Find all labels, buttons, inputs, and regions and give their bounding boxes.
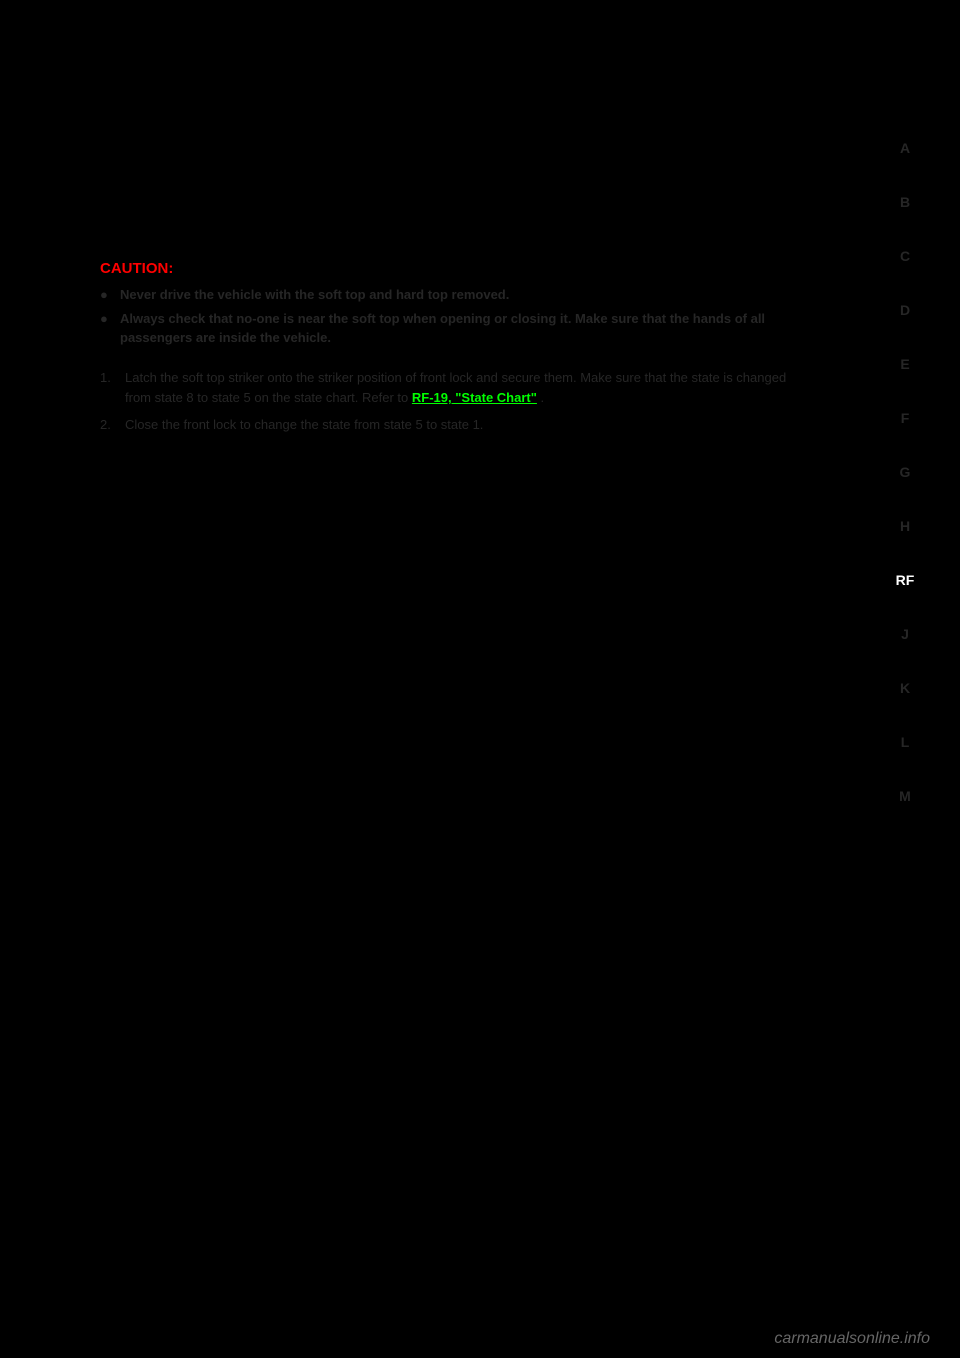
caution-text: ● Never drive the vehicle with the soft … [100, 285, 800, 348]
sidebar-item-e[interactable]: E [890, 356, 920, 372]
sidebar-item-f[interactable]: F [890, 410, 920, 426]
sidebar-item-l[interactable]: L [890, 734, 920, 750]
sidebar-item-m[interactable]: M [890, 788, 920, 804]
step-number: 2. [100, 415, 125, 436]
sidebar-item-g[interactable]: G [890, 464, 920, 480]
sidebar-item-b[interactable]: B [890, 194, 920, 210]
step-1: 1. Latch the soft top striker onto the s… [100, 368, 800, 410]
caution-bullet-text: Never drive the vehicle with the soft to… [120, 285, 509, 305]
procedure-steps: 1. Latch the soft top striker onto the s… [100, 368, 800, 436]
sidebar-item-k[interactable]: K [890, 680, 920, 696]
watermark: carmanualsonline.info [774, 1330, 930, 1348]
section-sidebar: A B C D E F G H RF J K L M [890, 140, 920, 804]
step1-link-suffix: . [537, 390, 544, 405]
state-chart-link[interactable]: RF-19, "State Chart" [412, 390, 537, 405]
step1-link-prefix: Refer to [362, 390, 412, 405]
caution-bullet-text: Always check that no-one is near the sof… [120, 309, 800, 348]
step-text: Latch the soft top striker onto the stri… [125, 368, 800, 410]
sidebar-item-c[interactable]: C [890, 248, 920, 264]
caution-bullet-2: ● Always check that no-one is near the s… [100, 309, 800, 348]
caution-label: CAUTION: [100, 260, 800, 277]
sidebar-item-h[interactable]: H [890, 518, 920, 534]
caution-bullet-1: ● Never drive the vehicle with the soft … [100, 285, 800, 305]
sidebar-item-d[interactable]: D [890, 302, 920, 318]
sidebar-item-a[interactable]: A [890, 140, 920, 156]
step-text: Close the front lock to change the state… [125, 415, 483, 436]
bullet-marker: ● [100, 309, 120, 348]
bullet-marker: ● [100, 285, 120, 305]
step-list: 1. Latch the soft top striker onto the s… [100, 368, 800, 436]
sidebar-item-j[interactable]: J [890, 626, 920, 642]
step-2: 2. Close the front lock to change the st… [100, 415, 800, 436]
caution-bullet-list: ● Never drive the vehicle with the soft … [100, 285, 800, 348]
main-content: CAUTION: ● Never drive the vehicle with … [100, 260, 800, 442]
sidebar-item-rf[interactable]: RF [890, 572, 920, 588]
step-number: 1. [100, 368, 125, 410]
